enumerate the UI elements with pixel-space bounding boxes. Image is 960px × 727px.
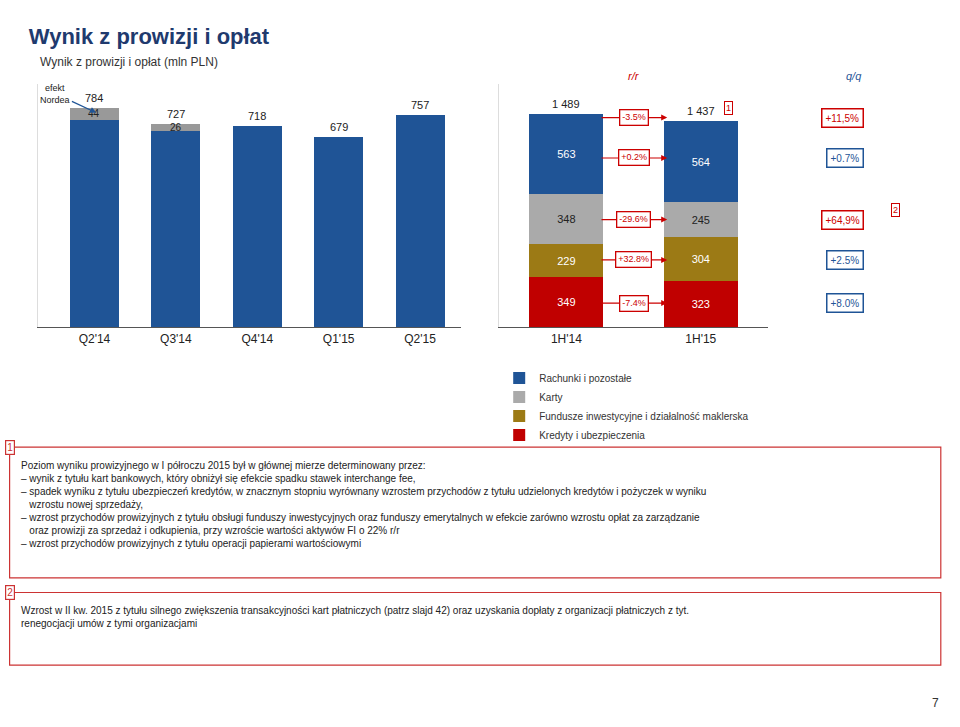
- svg-text:229: 229: [557, 255, 575, 267]
- svg-text:44: 44: [88, 108, 100, 119]
- svg-text:Kredyty i ubezpieczenia: Kredyty i ubezpieczenia: [539, 430, 645, 441]
- svg-text:1H'15: 1H'15: [685, 332, 716, 346]
- svg-text:+11,5%: +11,5%: [826, 113, 860, 124]
- svg-text:304: 304: [692, 253, 710, 265]
- svg-text:245: 245: [692, 214, 710, 226]
- svg-text:348: 348: [557, 213, 575, 225]
- svg-text:Q3'14: Q3'14: [160, 332, 192, 346]
- svg-text:323: 323: [692, 298, 710, 310]
- svg-text:+2.5%: +2.5%: [831, 255, 860, 266]
- svg-text:784: 784: [85, 92, 103, 104]
- svg-text:Q1'15: Q1'15: [323, 332, 355, 346]
- svg-text:Poziom wyniku prowizyjnego w I: Poziom wyniku prowizyjnego w I półroczu …: [21, 460, 706, 549]
- svg-text:757: 757: [411, 99, 429, 111]
- svg-text:Q2'14: Q2'14: [79, 332, 111, 346]
- svg-text:7: 7: [932, 696, 939, 710]
- svg-text:-3.5%: -3.5%: [622, 112, 646, 122]
- svg-text:1H'14: 1H'14: [551, 332, 582, 346]
- svg-text:1: 1: [726, 103, 731, 113]
- svg-text:Q4'14: Q4'14: [241, 332, 273, 346]
- svg-text:2: 2: [7, 587, 13, 598]
- svg-text:727: 727: [167, 108, 185, 120]
- svg-text:-7.4%: -7.4%: [622, 298, 646, 308]
- svg-text:Fundusze inwestycyjne i działa: Fundusze inwestycyjne i działalność makl…: [539, 411, 748, 422]
- svg-text:+64,9%: +64,9%: [826, 215, 860, 226]
- svg-text:+0.7%: +0.7%: [831, 153, 860, 164]
- svg-text:564: 564: [692, 156, 710, 168]
- svg-text:+8.0%: +8.0%: [831, 298, 860, 309]
- svg-text:718: 718: [248, 110, 266, 122]
- svg-text:Wzrost w II kw. 2015 z tytułu: Wzrost w II kw. 2015 z tytułu silnego zw…: [21, 605, 689, 629]
- svg-text:q/q: q/q: [846, 70, 862, 82]
- svg-text:Karty: Karty: [539, 392, 562, 403]
- svg-text:1 437: 1 437: [687, 105, 715, 117]
- svg-text:2: 2: [893, 205, 898, 215]
- svg-text:-29.6%: -29.6%: [619, 214, 648, 224]
- svg-text:r/r: r/r: [628, 70, 640, 82]
- svg-text:Wynik z prowizji i opłat: Wynik z prowizji i opłat: [29, 24, 270, 49]
- svg-text:679: 679: [330, 121, 348, 133]
- svg-text:1 489: 1 489: [552, 98, 580, 110]
- svg-text:Q2'15: Q2'15: [404, 332, 436, 346]
- svg-text:1: 1: [7, 442, 13, 453]
- svg-text:+32.8%: +32.8%: [618, 254, 649, 264]
- svg-text:26: 26: [170, 122, 182, 133]
- svg-text:563: 563: [557, 148, 575, 160]
- svg-text:+0.2%: +0.2%: [621, 152, 647, 162]
- svg-text:efektNordea: efektNordea: [40, 83, 70, 105]
- svg-text:Rachunki i pozostałe: Rachunki i pozostałe: [539, 373, 632, 384]
- svg-text:Wynik z prowizji i opłat (mln: Wynik z prowizji i opłat (mln PLN): [40, 55, 218, 69]
- svg-text:349: 349: [557, 296, 575, 308]
